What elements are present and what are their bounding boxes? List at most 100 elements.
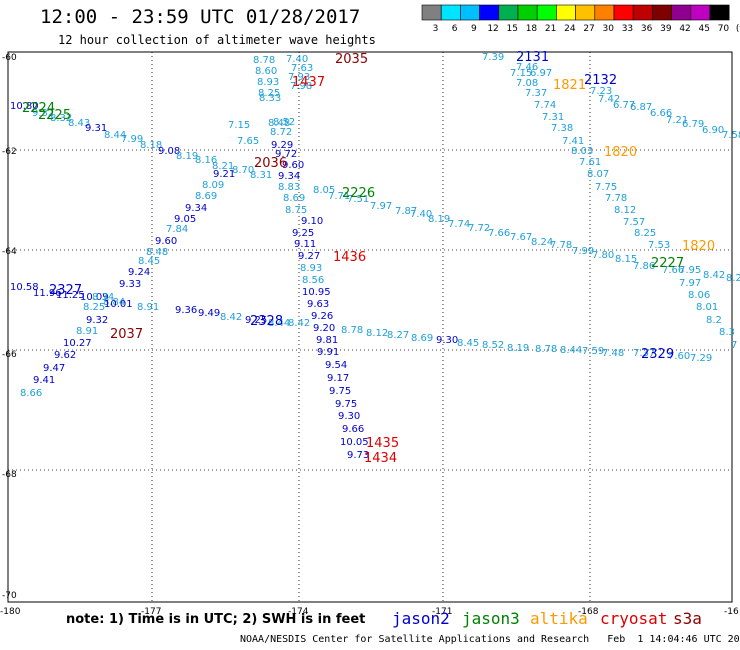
wave-height-value: 8.45	[138, 256, 160, 267]
wave-height-value: 8.91	[137, 302, 159, 313]
wave-height-value: 9.60	[282, 160, 304, 171]
wave-height-value: 8.27	[387, 330, 409, 341]
wave-height-value: 8.69	[195, 191, 217, 202]
wave-height-value: 7.15	[510, 68, 532, 79]
wave-height-value: 7.48	[602, 348, 624, 359]
wave-height-value: 8.44	[268, 318, 290, 329]
wave-height-value: 6.97	[530, 68, 552, 79]
lon-label: -174	[288, 607, 309, 617]
legend-label: 70	[718, 24, 730, 34]
wave-height-value: 8.01	[696, 302, 718, 313]
wave-height-value: 7.93	[288, 72, 310, 83]
plot-frame	[7, 51, 733, 603]
legend-label: 33	[622, 24, 633, 34]
pass-time-label: 2329	[641, 347, 674, 362]
wave-height-value: 10.09	[80, 292, 109, 303]
wave-height-value: 8.18	[140, 140, 162, 151]
pass-time-label: 1820	[682, 239, 715, 254]
pass-time-label: 2036	[254, 156, 287, 171]
pass-time-label: 2131	[516, 50, 549, 65]
wave-height-value: 8.3	[719, 327, 735, 338]
wave-height-value: 7.66	[488, 228, 510, 239]
legend-swatch	[613, 4, 634, 21]
legend-label: 39	[660, 24, 672, 34]
wave-height-value: 8.33	[259, 93, 281, 104]
wave-height-value: 7.86	[633, 261, 655, 272]
wave-height-value: 8.45	[457, 338, 479, 349]
wave-height-value: 9.25	[245, 315, 267, 326]
pass-time-label: 2132	[584, 73, 617, 88]
legend-swatch	[690, 4, 711, 21]
wave-height-value: 9.30	[338, 411, 360, 422]
wave-height-value: 9.05	[174, 214, 196, 225]
legend-label: (ft)	[736, 24, 740, 34]
wave-height-value: 8.70	[232, 165, 254, 176]
wave-height-value: 9.54	[325, 360, 347, 371]
wave-height-value: 9.75	[329, 386, 351, 397]
wave-height-value: 9.72	[275, 149, 297, 160]
wave-height-value: 10.05	[340, 437, 369, 448]
legend-label: 36	[641, 24, 653, 34]
legend-label: 45	[699, 24, 710, 34]
wave-height-value: 8.44	[560, 345, 582, 356]
wave-height-value: 7.97	[370, 201, 392, 212]
satellite-jason2: jason2	[392, 609, 450, 628]
wave-height-value: 9.29	[271, 140, 293, 151]
lon-grid	[151, 52, 591, 602]
legend-swatch	[440, 4, 461, 21]
wave-height-value: 7.67	[510, 232, 532, 243]
wave-height-value: 9.36	[175, 305, 197, 316]
pass-time-label: 1820	[604, 145, 637, 160]
wave-height-value: 8.15	[615, 254, 637, 265]
wave-height-value: 8.42	[288, 318, 310, 329]
wave-height-value: 6.90	[702, 125, 724, 136]
wave-height-value: 7.71	[328, 191, 350, 202]
wave-height-value: 9.34	[185, 203, 207, 214]
wave-height-value: 9.26	[311, 311, 333, 322]
wave-height-value: 8.03	[571, 146, 593, 157]
wave-height-value: 7.37	[633, 348, 655, 359]
wave-height-value: 9.66	[342, 424, 364, 435]
legend-label: 15	[507, 24, 518, 34]
wave-height-value: 8.32	[50, 113, 72, 124]
legend-label: 42	[679, 24, 690, 34]
wave-height-value: 8.93	[300, 263, 322, 274]
wave-height-value: 7.29	[690, 353, 712, 364]
wave-height-value: 9.73	[347, 450, 369, 461]
wave-height-value: 8.48	[268, 118, 290, 129]
wave-height-value: 8.48	[146, 247, 168, 258]
lat-label: -62	[2, 147, 17, 157]
wave-height-value: 7.37	[525, 88, 547, 99]
wave-height-value: 8.25	[258, 88, 280, 99]
wave-height-value: 7.98	[290, 81, 312, 92]
wave-height-value: 8.66	[20, 388, 42, 399]
pass-time-label: 2037	[110, 327, 143, 342]
wave-height-value: 9.08	[158, 146, 180, 157]
lat-grid	[8, 149, 732, 471]
legend-label: 9	[471, 24, 477, 34]
pass-time-label: 1434	[364, 451, 397, 466]
wave-height-value: 7.08	[516, 78, 538, 89]
wave-height-value: 7.63	[291, 63, 313, 74]
wave-height-value: 7.59	[582, 346, 604, 357]
wave-height-value: 7	[731, 340, 737, 351]
wave-height-value: 7.75	[595, 182, 617, 193]
wave-height-value: 8.52	[482, 340, 504, 351]
wave-height-value: 8.78	[535, 344, 557, 355]
wave-height-value: 7.38	[551, 123, 573, 134]
wave-height-value: 7.42	[598, 94, 620, 105]
lat-label: -60	[2, 53, 17, 63]
wave-height-value: 9.32	[86, 315, 108, 326]
pass-time-label: 2226	[342, 186, 375, 201]
wave-height-value: 10.58	[10, 282, 39, 293]
pass-time-label: 2225	[38, 108, 71, 123]
legend-label: 24	[564, 24, 576, 34]
wave-height-value: 8.91	[76, 326, 98, 337]
wave-height-value: 8.78	[341, 325, 363, 336]
wave-height-value: 9.63	[307, 299, 329, 310]
lon-label: -177	[141, 607, 161, 617]
wave-height-value: 8.60	[255, 66, 277, 77]
wave-height-value: 8.52	[273, 117, 295, 128]
